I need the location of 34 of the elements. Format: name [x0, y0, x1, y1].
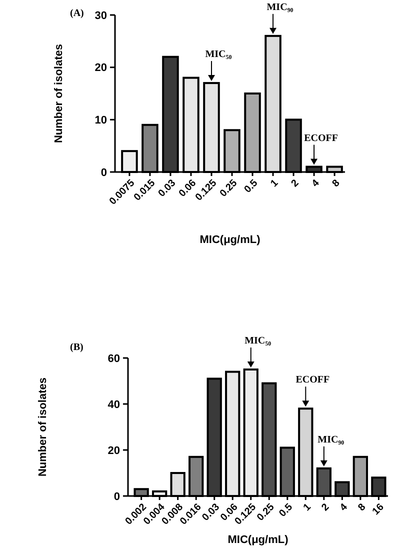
y-tick-label: 20 [94, 62, 107, 74]
x-tick-label: 4 [310, 178, 322, 190]
annotation: MIC₅₀ [205, 49, 232, 60]
x-tick-label: 2 [289, 178, 302, 190]
chart-title: (B) [70, 342, 84, 353]
x-tick-label: 0.03 [156, 178, 178, 200]
x-tick-label: 0.5 [242, 178, 260, 196]
x-axis-title: MIC(μg/mL) [228, 534, 289, 546]
y-tick-label: 40 [108, 398, 120, 411]
x-tick-label: 8 [330, 178, 342, 190]
x-tick-label: 0.5 [277, 502, 296, 520]
x-tick-label: 2 [320, 502, 332, 514]
annotation: ECOFF [304, 132, 338, 144]
x-tick-label: 0.25 [218, 178, 240, 200]
y-tick-label: 30 [94, 10, 107, 22]
y-tick-label: 0 [100, 166, 107, 179]
y-tick-label: 0 [114, 490, 120, 503]
x-tick-label: 0.25 [255, 502, 278, 524]
x-tick-label: 4 [338, 502, 350, 514]
annotation: MIC₅₀ [244, 336, 272, 346]
annotation: ECOFF [296, 374, 330, 386]
annotation: MIC₉₀ [266, 2, 294, 13]
y-axis-title: Number of isolates [37, 377, 49, 477]
x-axis-title: MIC(μg/mL) [200, 234, 261, 246]
x-tick-label: 1 [268, 178, 281, 190]
y-axis-title: Number of isolates [53, 44, 65, 144]
y-tick-label: 10 [94, 114, 107, 127]
x-tick-label: 8 [356, 502, 368, 514]
y-tick-label: 20 [108, 444, 120, 457]
x-tick-label: 1 [302, 502, 314, 514]
y-tick-label: 60 [108, 352, 120, 365]
annotation: MIC₉₀ [318, 434, 344, 446]
chart-title: (A) [70, 8, 84, 19]
x-tick-label: 16 [370, 502, 387, 518]
